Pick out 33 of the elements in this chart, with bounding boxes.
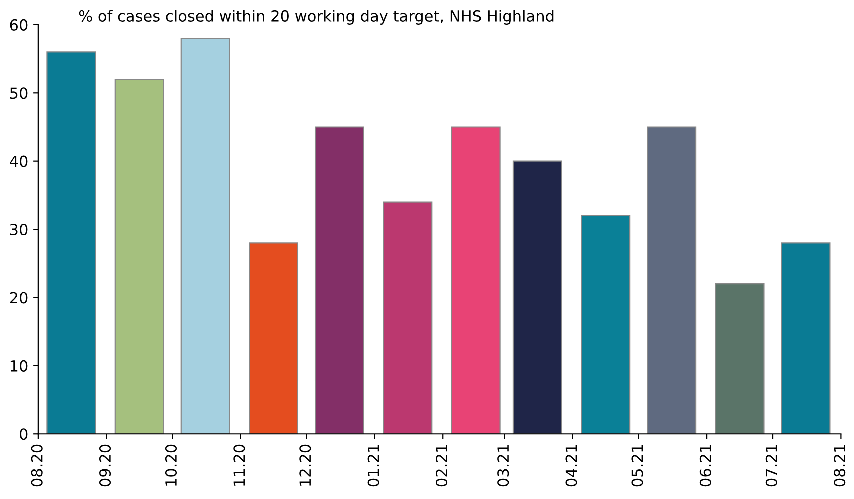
bar (114, 78, 164, 434)
x-tick-label: 11.20 (234, 444, 246, 486)
x-tick-label: 01.21 (368, 445, 380, 487)
x-tick-label: 07.21 (766, 445, 778, 487)
x-tick-label: 12.20 (300, 444, 312, 486)
bar (781, 242, 831, 434)
bar (249, 242, 299, 434)
x-tick-label: 02.21 (436, 445, 448, 487)
y-tick-label: 0 (20, 428, 28, 440)
x-tick-label: 06.21 (700, 445, 712, 487)
x-tick-label: 08.21 (834, 445, 846, 487)
chart-title: % of cases closed within 20 working day target, NHS Highland (79, 10, 554, 25)
y-tick-label: 10 (10, 360, 28, 372)
bar (715, 284, 765, 434)
bar (647, 126, 697, 434)
x-tick-label: 09.20 (99, 444, 112, 487)
bar (180, 38, 230, 434)
x-tick-label: 04.21 (566, 445, 578, 487)
bar (383, 202, 433, 434)
x-tick-label: 08.20 (31, 444, 43, 487)
bar (46, 52, 96, 434)
y-tick-label: 30 (10, 224, 28, 236)
y-tick-label: 50 (10, 88, 28, 100)
bar (314, 126, 364, 434)
y-tick-label: 40 (10, 156, 28, 168)
y-tick-label: 20 (10, 292, 28, 304)
bar (581, 215, 631, 434)
y-tick-label: 60 (10, 19, 28, 31)
bar (451, 126, 501, 434)
x-tick-label: 10.20 (165, 444, 178, 486)
x-tick-label: 05.21 (632, 445, 644, 487)
x-tick-label: 03.21 (498, 445, 510, 487)
bar (512, 160, 562, 434)
